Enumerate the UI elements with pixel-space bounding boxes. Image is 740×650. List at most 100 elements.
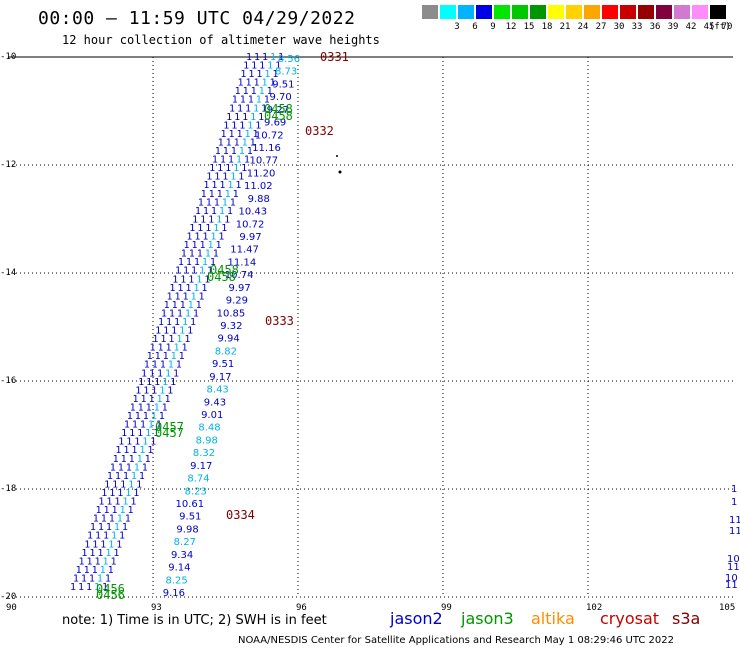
track-mark: 1: [154, 377, 160, 388]
track-mark: 1: [225, 189, 231, 200]
track-mark: 1: [103, 556, 109, 567]
track-mark: 1: [84, 539, 90, 550]
track-mark: 1: [231, 120, 237, 131]
track-mark: 1: [200, 214, 206, 225]
track-mark: 1: [145, 454, 151, 465]
swh-value-label: 9.51: [179, 512, 201, 523]
track-mark: 1: [195, 206, 201, 217]
track-mark: 1: [235, 180, 241, 191]
scale-swatch: [422, 5, 438, 19]
pass-time-label: 0458: [264, 102, 293, 116]
track-mark: 1: [230, 172, 236, 183]
scale-swatch: [476, 5, 492, 19]
pass-time-label: 0331: [320, 50, 349, 64]
track-mark: 1: [114, 497, 120, 508]
track-mark: 1: [87, 556, 93, 567]
track-mark: 1: [244, 155, 250, 166]
scale-swatch: [494, 5, 510, 19]
track-mark: 1: [248, 69, 254, 80]
track-mark: 1: [129, 454, 135, 465]
track-mark: 1: [243, 61, 249, 72]
track-mark: 1: [178, 257, 184, 268]
track-mark: 1: [145, 428, 151, 439]
track-mark: 1: [123, 471, 129, 482]
scale-label: 15: [523, 22, 535, 32]
swh-value-label: 11: [727, 562, 740, 573]
pass-time-label: 0332: [305, 124, 334, 138]
track-mark: 1: [239, 120, 245, 131]
dense-track-markers: 1111111111111111111111111111111111111111…: [70, 52, 284, 593]
track-mark: 1: [146, 377, 152, 388]
pass-time-label: 0457: [155, 420, 184, 434]
legend-item-altika: altika: [531, 609, 575, 628]
track-mark: 1: [231, 146, 237, 157]
track-mark: 1: [139, 445, 145, 456]
pass-time-label: 0456: [96, 588, 125, 602]
track-mark: 1: [115, 445, 121, 456]
track-mark: 1: [185, 308, 191, 319]
scale-label: 24: [577, 22, 589, 32]
track-mark: 1: [155, 351, 161, 362]
track-mark: 1: [147, 351, 153, 362]
track-mark: 1: [98, 497, 104, 508]
track-mark: 1: [86, 582, 92, 593]
swh-value-label: 11: [729, 515, 740, 526]
swh-value-label: 10.77: [249, 156, 278, 167]
track-mark: 1: [222, 197, 228, 208]
track-mark: 1: [219, 180, 225, 191]
track-mark: 1: [200, 240, 206, 251]
track-mark: 1: [122, 522, 128, 533]
swh-value-label: 10.43: [239, 207, 268, 218]
track-mark: 1: [180, 300, 186, 311]
track-mark: 1: [186, 232, 192, 243]
swh-value-label: 9.51: [212, 359, 234, 370]
track-mark: 1: [229, 103, 235, 114]
track-mark: 1: [246, 52, 252, 63]
track-mark: 1: [92, 539, 98, 550]
track-mark: 1: [95, 531, 101, 542]
pass-time-label: 0458: [207, 270, 236, 284]
track-mark: 1: [223, 120, 229, 131]
track-mark: 1: [205, 223, 211, 234]
swh-track-labels: 8.568.739.519.709.279.6910.7211.1610.771…: [96, 50, 740, 602]
track-mark: 1: [226, 137, 232, 148]
track-mark: 1: [201, 189, 207, 200]
track-mark: 1: [213, 249, 219, 260]
footer-note: note: 1) Time is in UTC; 2) SWH is in fe…: [62, 613, 327, 628]
track-mark: 1: [108, 539, 114, 550]
track-mark: 1: [115, 471, 121, 482]
track-mark: 1: [209, 189, 215, 200]
swh-value-label: 10.61: [176, 499, 205, 510]
track-mark: 1: [186, 257, 192, 268]
track-mark: 1: [167, 291, 173, 302]
track-mark: 1: [233, 189, 239, 200]
track-mark: 1: [87, 531, 93, 542]
track-mark: 1: [137, 454, 143, 465]
swh-value-label: 9.16: [163, 588, 185, 599]
swh-value-label: 8.82: [215, 346, 237, 357]
track-mark: 1: [254, 52, 260, 63]
scale-label: 45: [703, 22, 715, 32]
track-mark: 1: [203, 206, 209, 217]
track-mark: 1: [264, 95, 270, 106]
track-mark: 1: [113, 454, 119, 465]
track-mark: 1: [157, 343, 163, 354]
track-mark: 1: [176, 334, 182, 345]
track-mark: 1: [250, 137, 256, 148]
track-mark: 1: [143, 411, 149, 422]
track-mark: 1: [183, 266, 189, 277]
track-mark: 1: [252, 129, 258, 140]
track-mark: 1: [267, 61, 273, 72]
track-mark: 1: [242, 137, 248, 148]
track-mark: 1: [218, 232, 224, 243]
swh-value-label: 8.98: [196, 435, 218, 446]
track-mark: 1: [138, 377, 144, 388]
swh-value-label: 11: [725, 580, 738, 591]
scale-label: 36: [649, 22, 661, 32]
track-mark: 1: [193, 308, 199, 319]
track-mark: 1: [196, 274, 202, 285]
lon-label: 102: [586, 603, 603, 613]
track-mark: 1: [126, 462, 132, 473]
track-mark: 1: [163, 326, 169, 337]
track-mark: 1: [238, 172, 244, 183]
